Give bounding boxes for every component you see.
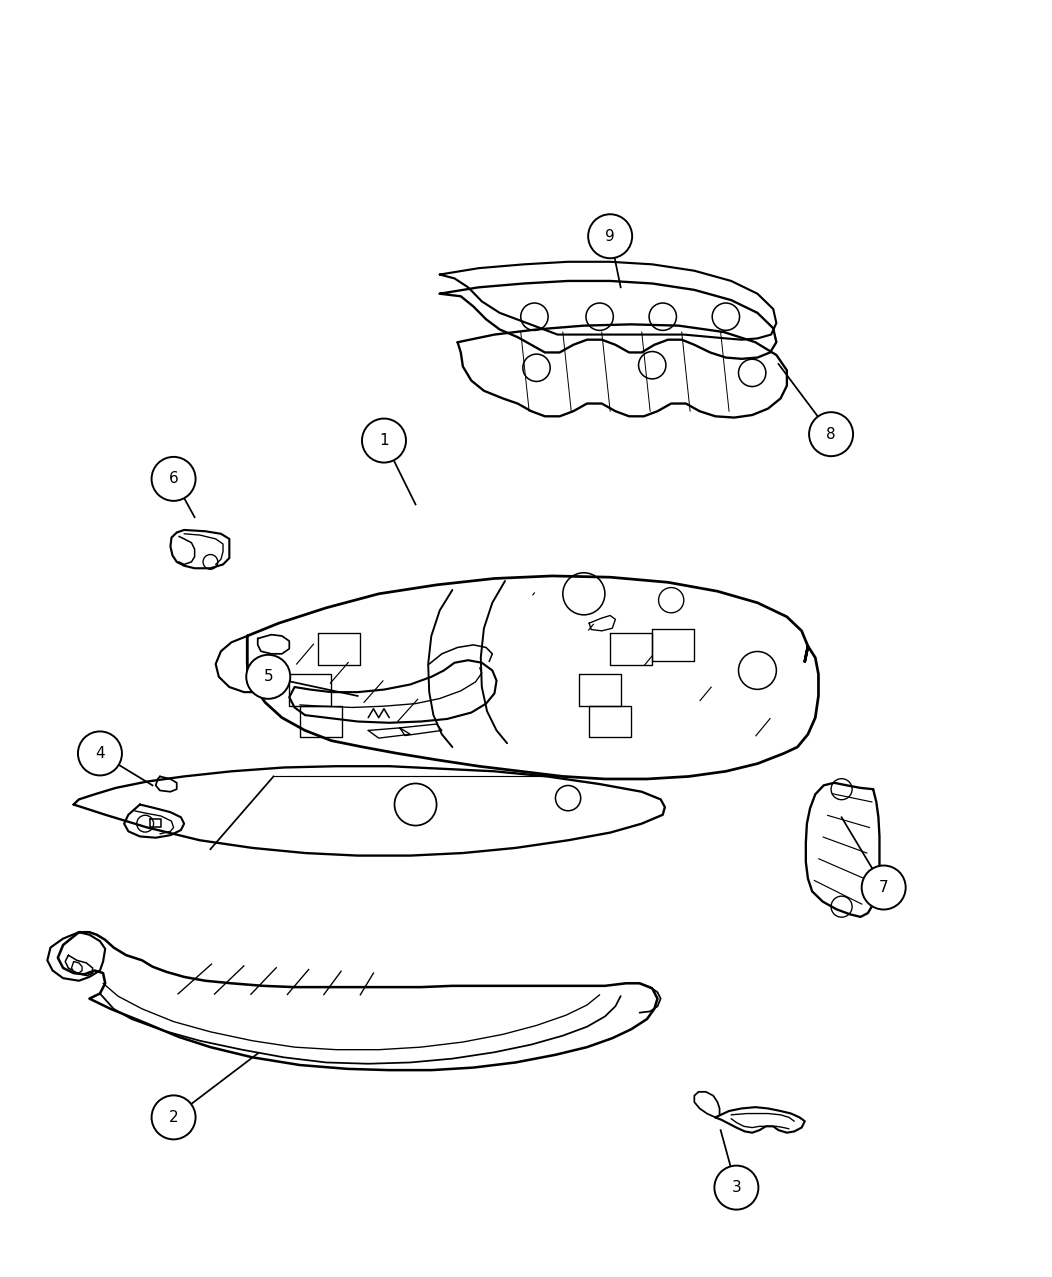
Text: 7: 7	[878, 880, 889, 895]
Circle shape	[78, 732, 122, 775]
Text: 2: 2	[168, 1110, 179, 1125]
Circle shape	[151, 1096, 196, 1139]
Circle shape	[588, 215, 632, 258]
Circle shape	[362, 419, 406, 462]
Text: 9: 9	[605, 229, 615, 244]
Circle shape	[714, 1166, 758, 1209]
Text: 4: 4	[95, 746, 105, 761]
Text: 6: 6	[168, 471, 179, 487]
Circle shape	[246, 655, 290, 699]
Text: 3: 3	[731, 1180, 742, 1195]
Text: 8: 8	[826, 427, 836, 442]
Text: 5: 5	[263, 669, 274, 684]
Circle shape	[862, 866, 906, 909]
Circle shape	[151, 457, 196, 501]
Circle shape	[809, 412, 853, 456]
Text: 1: 1	[379, 433, 389, 448]
